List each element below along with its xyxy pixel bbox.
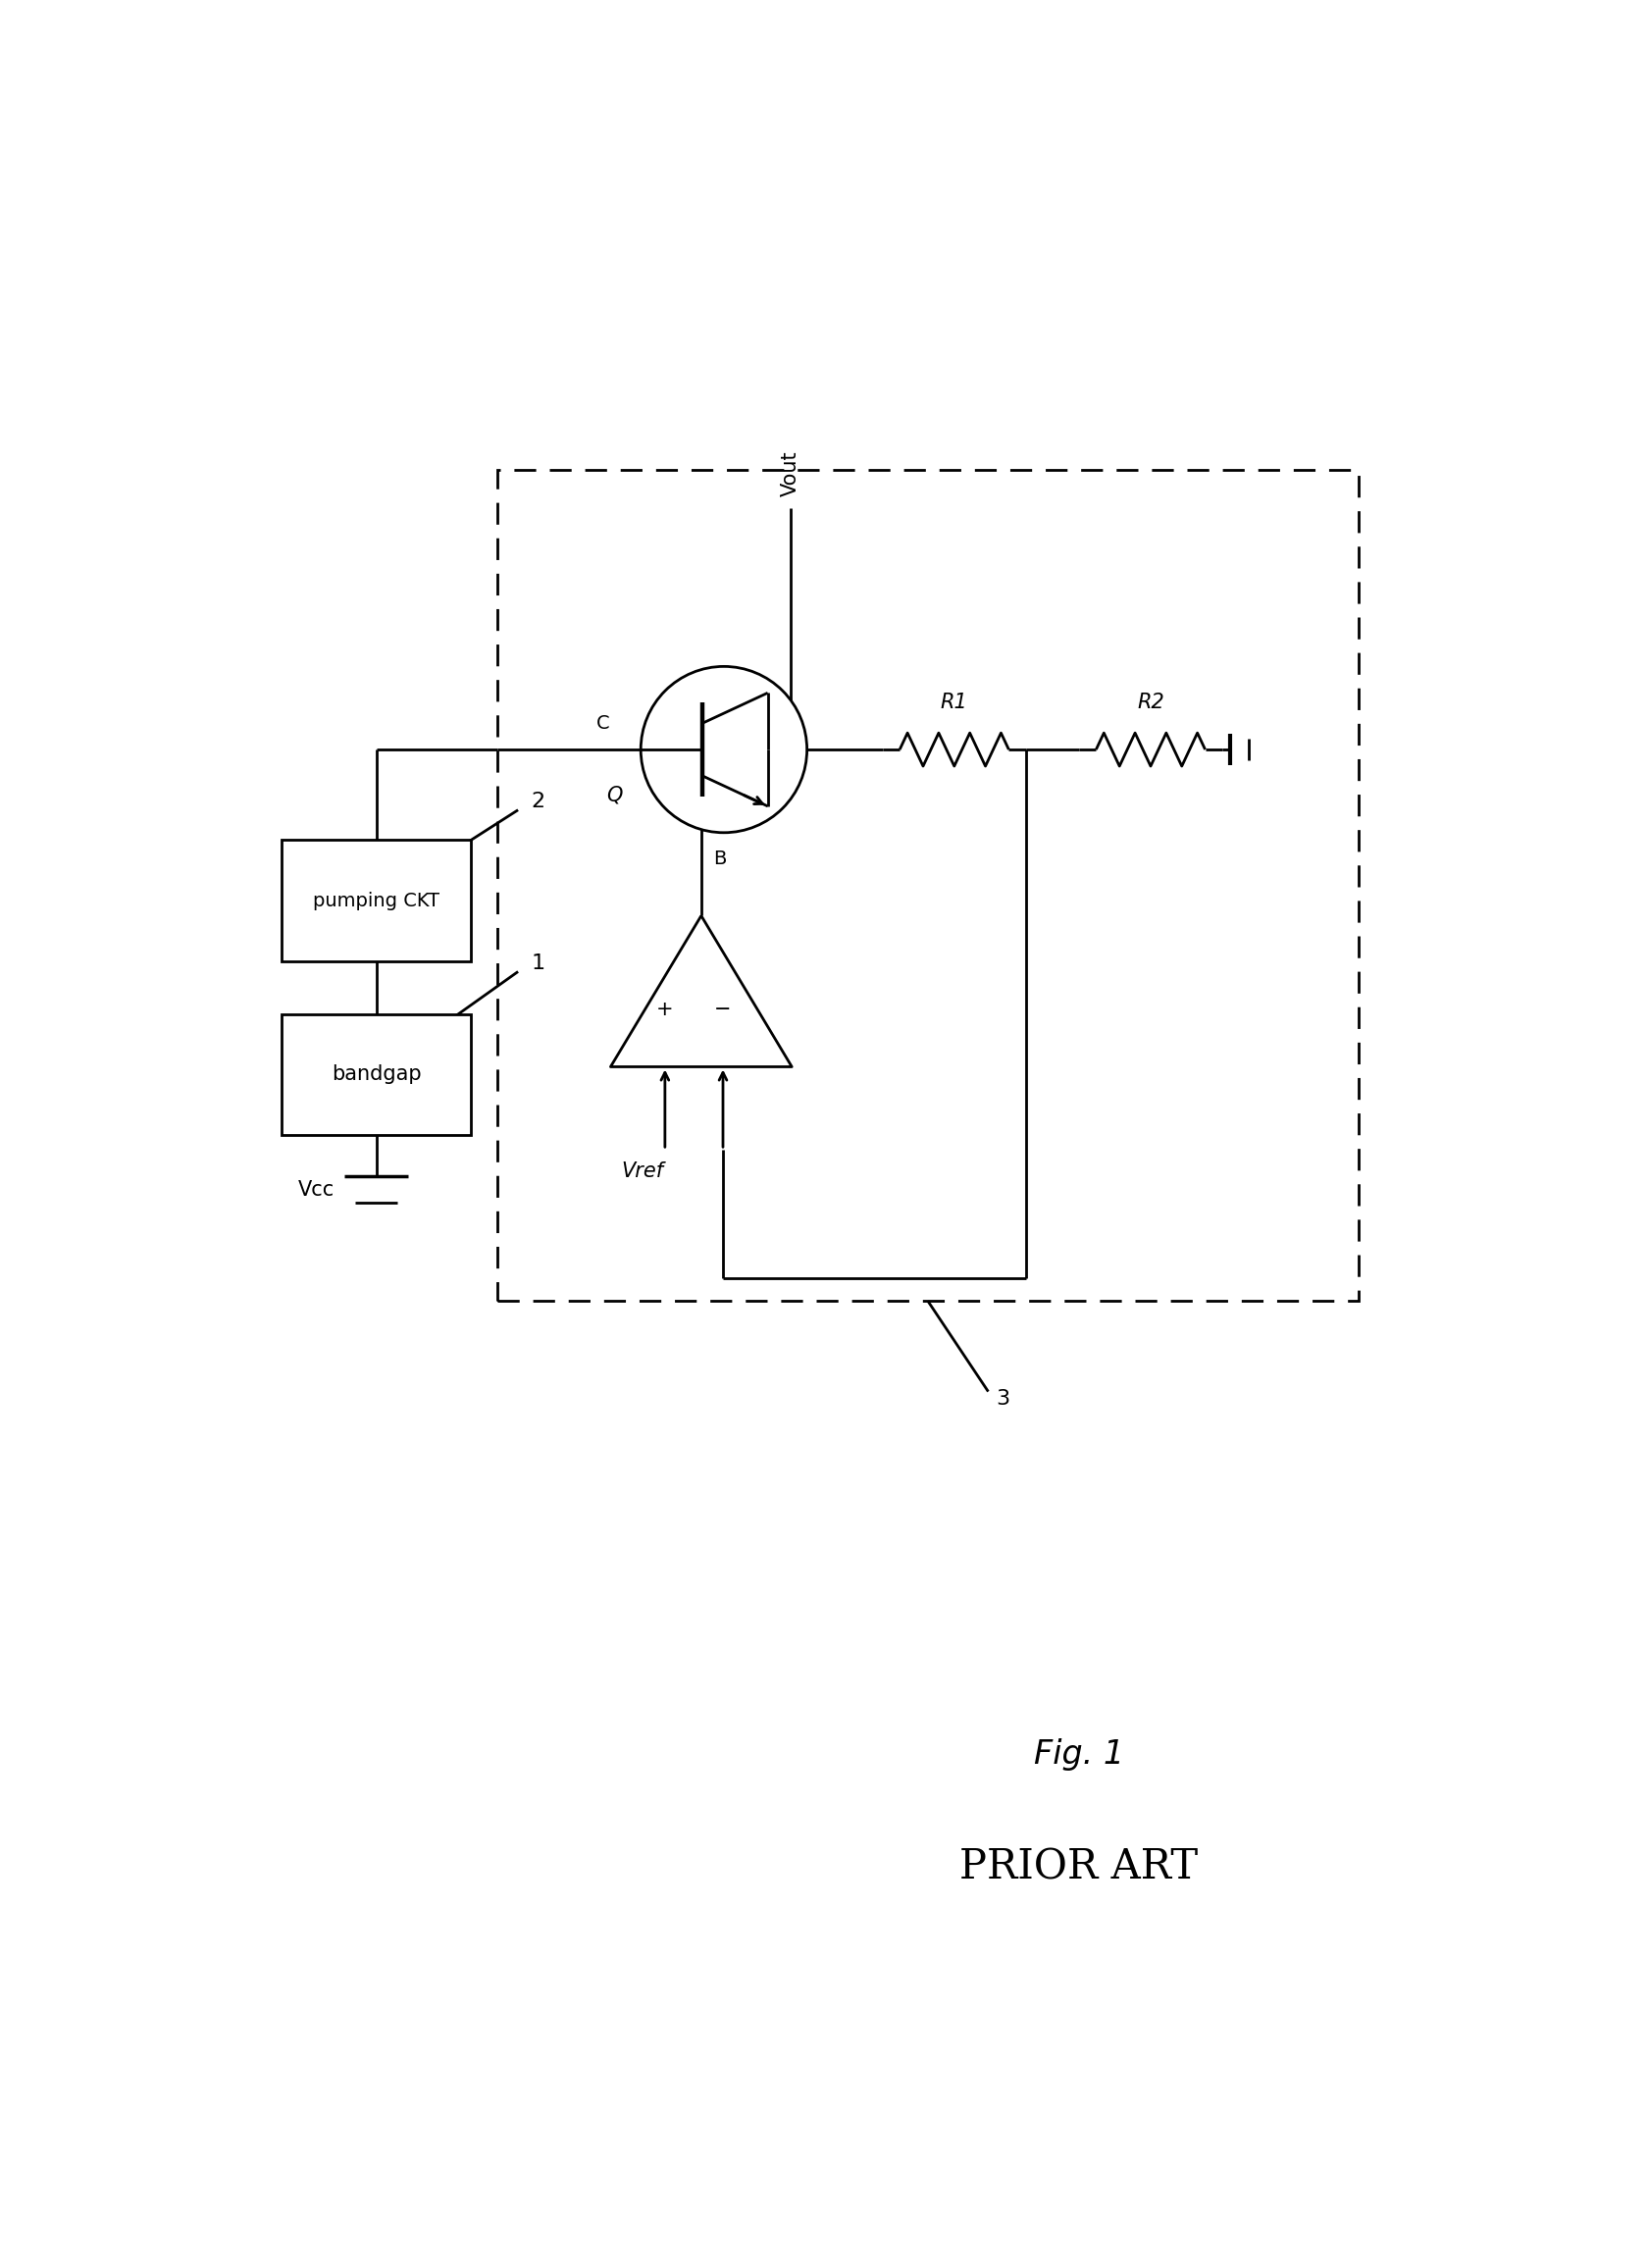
Text: 3: 3 <box>995 1390 1009 1408</box>
Circle shape <box>641 667 806 832</box>
Text: Fig. 1: Fig. 1 <box>1033 1737 1124 1771</box>
Text: Vcc: Vcc <box>298 1179 335 1200</box>
FancyBboxPatch shape <box>282 839 471 962</box>
Text: Vref: Vref <box>621 1161 662 1182</box>
Text: 1: 1 <box>531 953 545 973</box>
FancyBboxPatch shape <box>282 1014 471 1134</box>
Text: C: C <box>597 714 610 733</box>
Text: R1: R1 <box>939 692 967 712</box>
Text: +: + <box>656 1000 672 1018</box>
Text: Q: Q <box>606 785 621 805</box>
Text: −: − <box>714 1000 732 1018</box>
Text: B: B <box>714 850 727 869</box>
Text: Vout: Vout <box>780 451 799 497</box>
Text: R2: R2 <box>1137 692 1163 712</box>
Text: E: E <box>791 751 804 771</box>
Text: pumping CKT: pumping CKT <box>313 891 440 909</box>
Bar <box>498 469 1358 1302</box>
Text: bandgap: bandgap <box>331 1064 422 1084</box>
Text: 2: 2 <box>531 792 545 812</box>
Text: PRIOR ART: PRIOR ART <box>959 1846 1198 1887</box>
